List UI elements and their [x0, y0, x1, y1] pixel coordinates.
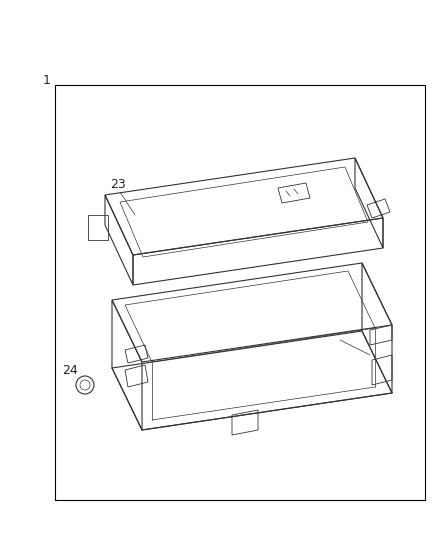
Text: 24: 24: [62, 364, 78, 376]
Text: 1: 1: [43, 74, 51, 86]
Text: 23: 23: [110, 179, 126, 191]
Bar: [55, 85, 425, 500]
